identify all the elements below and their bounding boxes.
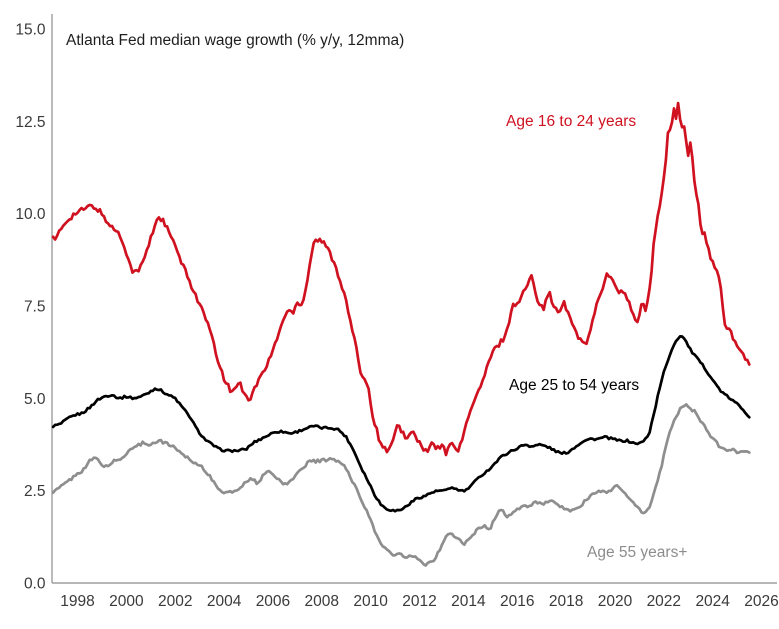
x-tick-label: 2020 (598, 593, 633, 610)
x-tick-label: 2026 (744, 593, 778, 610)
x-tick-label: 2016 (500, 593, 534, 610)
series-label-age-25-54: Age 25 to 54 years (509, 377, 640, 394)
x-tick-label: 2014 (451, 593, 486, 610)
x-tick-label: 2010 (353, 593, 388, 610)
series-line-age-55-plus (51, 403, 751, 567)
y-tick-label: 7.5 (24, 299, 46, 316)
y-tick-label: 2.5 (24, 483, 46, 500)
x-tick-label: 2000 (109, 593, 144, 610)
x-tick-label: 2008 (305, 593, 339, 610)
series-label-age-55-plus: Age 55 years+ (587, 544, 688, 561)
y-tick-label: 10.0 (15, 206, 46, 223)
x-tick-label: 2024 (695, 593, 730, 610)
x-tick-label: 2012 (402, 593, 436, 610)
x-tick-label: 2006 (256, 593, 290, 610)
x-tick-label: 2022 (647, 593, 681, 610)
x-tick-label: 2002 (158, 593, 192, 610)
x-tick-label: 2018 (549, 593, 583, 610)
series-line-age-16-24 (51, 101, 751, 457)
y-tick-label: 15.0 (15, 22, 46, 39)
y-tick-label: 12.5 (15, 114, 45, 131)
y-tick-label: 0.0 (24, 576, 46, 593)
series-label-age-16-24: Age 16 to 24 years (506, 113, 637, 130)
x-tick-label: 2004 (207, 593, 242, 610)
chart-title: Atlanta Fed median wage growth (% y/y, 1… (66, 32, 405, 49)
x-tick-label: 1998 (60, 593, 94, 610)
series-line-age-25-54 (51, 335, 751, 513)
y-tick-label: 5.0 (24, 391, 46, 408)
